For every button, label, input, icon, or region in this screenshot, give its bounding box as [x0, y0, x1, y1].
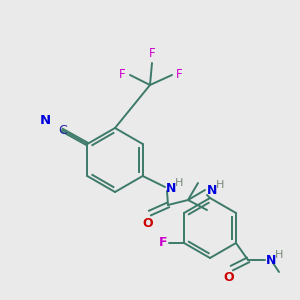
Text: F: F: [149, 47, 155, 60]
Text: F: F: [176, 68, 183, 82]
Text: N: N: [166, 182, 176, 194]
Text: N: N: [39, 115, 51, 128]
Text: H: H: [216, 180, 224, 190]
Text: F: F: [159, 236, 167, 250]
Text: F: F: [119, 68, 126, 82]
Text: H: H: [175, 178, 183, 188]
Text: O: O: [224, 271, 234, 284]
Text: C: C: [58, 124, 68, 137]
Text: H: H: [275, 250, 284, 260]
Text: N: N: [266, 254, 276, 266]
Text: N: N: [207, 184, 217, 196]
Text: O: O: [143, 217, 153, 230]
